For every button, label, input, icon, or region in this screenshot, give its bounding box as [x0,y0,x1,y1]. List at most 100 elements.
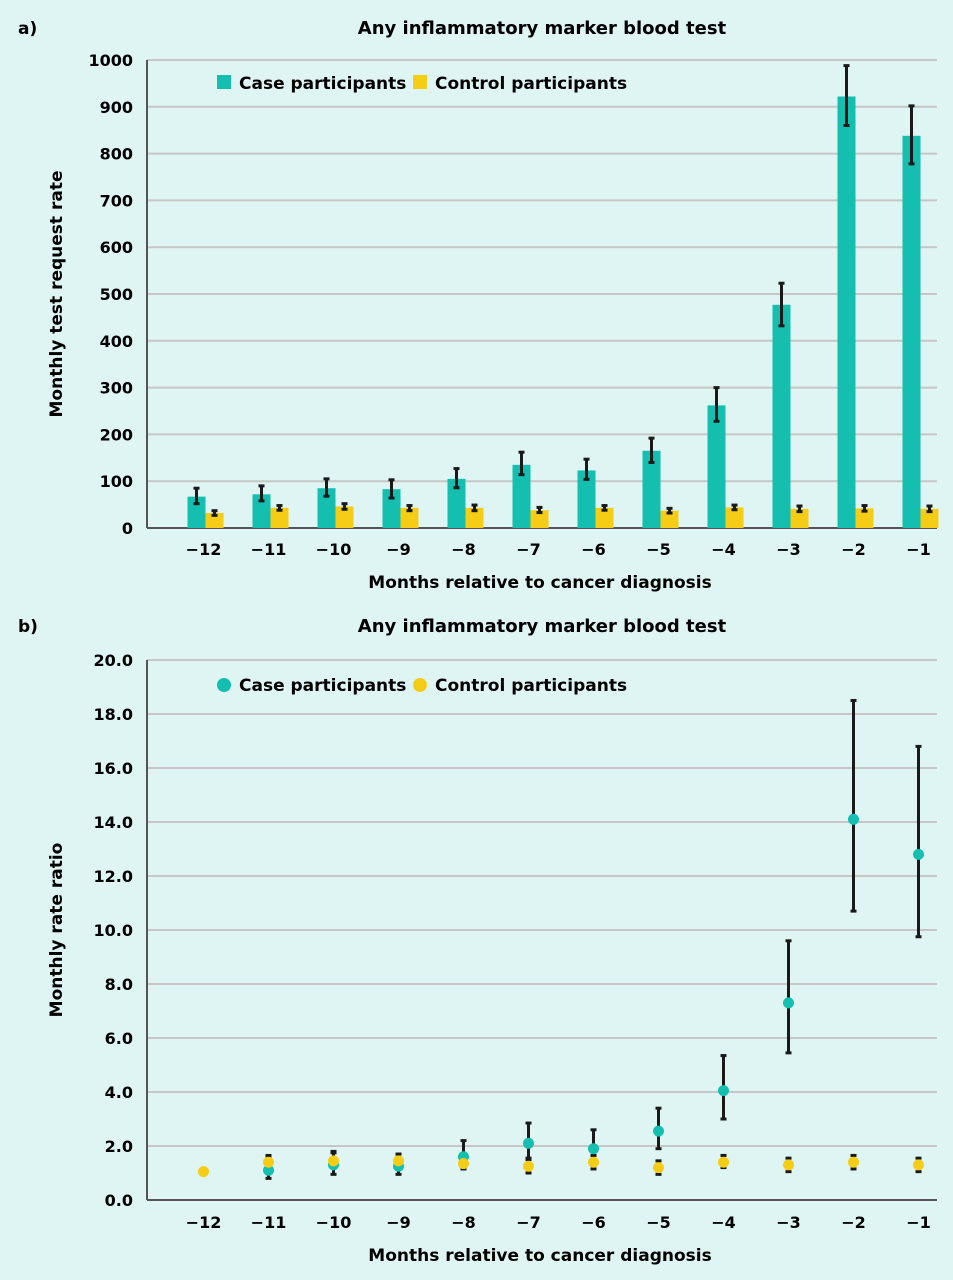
y-tick-label: 20.0 [94,651,133,670]
legend-label-control: Control participants [435,676,627,696]
x-tick-label: −10 [316,540,352,559]
x-tick-label: −8 [451,540,476,559]
chart-title: Any inflammatory marker blood test [358,616,727,637]
legend-swatch-case [217,75,231,89]
bar-control [595,507,614,528]
x-tick-label: −5 [646,1213,671,1232]
y-tick-label: 900 [100,98,133,117]
y-tick-label: 2.0 [105,1137,133,1156]
bar-case [317,488,336,528]
y-tick-label: 1000 [88,51,133,70]
point-control [653,1162,664,1174]
bar-control [920,508,939,528]
point-case [783,997,794,1009]
x-axis-label: Months relative to cancer diagnosis [368,573,711,593]
x-tick-label: −7 [516,1213,541,1232]
bar-case [642,450,661,528]
point-control [263,1156,274,1168]
x-tick-label: −3 [776,1213,801,1232]
y-axis-label: Monthly rate ratio [47,843,67,1018]
x-tick-label: −2 [841,540,866,559]
bar-case [577,470,596,528]
y-tick-label: 14.0 [94,813,133,832]
y-tick-label: 500 [100,285,133,304]
bar-case [512,464,531,528]
y-tick-label: 0.0 [105,1191,133,1210]
x-tick-label: −11 [251,540,287,559]
y-tick-label: 0 [122,519,133,538]
y-tick-label: 8.0 [105,975,133,994]
x-tick-label: −4 [711,1213,736,1232]
point-control [393,1155,404,1167]
y-tick-label: 18.0 [94,705,133,724]
bar-case [187,496,206,528]
y-tick-label: 700 [100,191,133,210]
y-axis-label: Monthly test request rate [47,171,67,418]
point-control [848,1156,859,1168]
point-control [458,1158,469,1170]
bar-control [530,510,549,528]
point-case [588,1143,599,1155]
x-tick-label: −6 [581,540,606,559]
x-axis-label: Months relative to cancer diagnosis [368,1246,711,1266]
bar-case [837,96,856,528]
x-tick-label: −10 [316,1213,352,1232]
legend-marker-control [413,678,427,692]
x-tick-label: −12 [186,540,222,559]
bar-control [790,508,809,528]
bar-case [382,489,401,528]
point-control [718,1156,729,1168]
x-tick-label: −7 [516,540,541,559]
x-tick-label: −11 [251,1213,287,1232]
bar-control [205,513,224,528]
x-tick-label: −4 [711,540,736,559]
x-tick-label: −2 [841,1213,866,1232]
y-tick-label: 100 [100,472,133,491]
bar-case [707,405,726,528]
legend-swatch-control [413,75,427,89]
legend-label-case: Case participants [239,74,406,94]
point-control [328,1155,339,1167]
bar-control [855,508,874,528]
y-tick-label: 6.0 [105,1029,133,1048]
y-tick-label: 4.0 [105,1083,133,1102]
point-case [263,1164,274,1176]
point-control [588,1156,599,1168]
bar-control [400,507,419,528]
bar-control [660,510,679,528]
point-control [198,1166,209,1178]
x-tick-label: −1 [906,1213,931,1232]
bar-control [465,507,484,528]
point-control [783,1159,794,1171]
bar-case [252,494,271,528]
bar-case [447,478,466,528]
y-tick-label: 800 [100,145,133,164]
x-tick-label: −9 [386,540,411,559]
y-tick-label: 400 [100,332,133,351]
bar-case [772,304,791,528]
y-tick-label: 300 [100,379,133,398]
bar-control [270,507,289,528]
x-tick-label: −8 [451,1213,476,1232]
legend-label-control: Control participants [435,74,627,94]
y-tick-label: 200 [100,425,133,444]
x-tick-label: −5 [646,540,671,559]
point-case [653,1125,664,1137]
y-tick-label: 600 [100,238,133,257]
x-tick-label: −9 [386,1213,411,1232]
point-control [523,1160,534,1172]
y-tick-label: 10.0 [94,921,133,940]
point-case [718,1085,729,1097]
bar-case [902,135,921,529]
point-case [913,848,924,860]
x-tick-label: −12 [186,1213,222,1232]
panel-label: a) [18,19,37,39]
chart-title: Any inflammatory marker blood test [358,18,727,39]
point-case [523,1137,534,1149]
legend-marker-case [217,678,231,692]
point-case [848,813,859,825]
bar-control [335,506,354,528]
x-tick-label: −6 [581,1213,606,1232]
panel-label: b) [18,617,38,637]
